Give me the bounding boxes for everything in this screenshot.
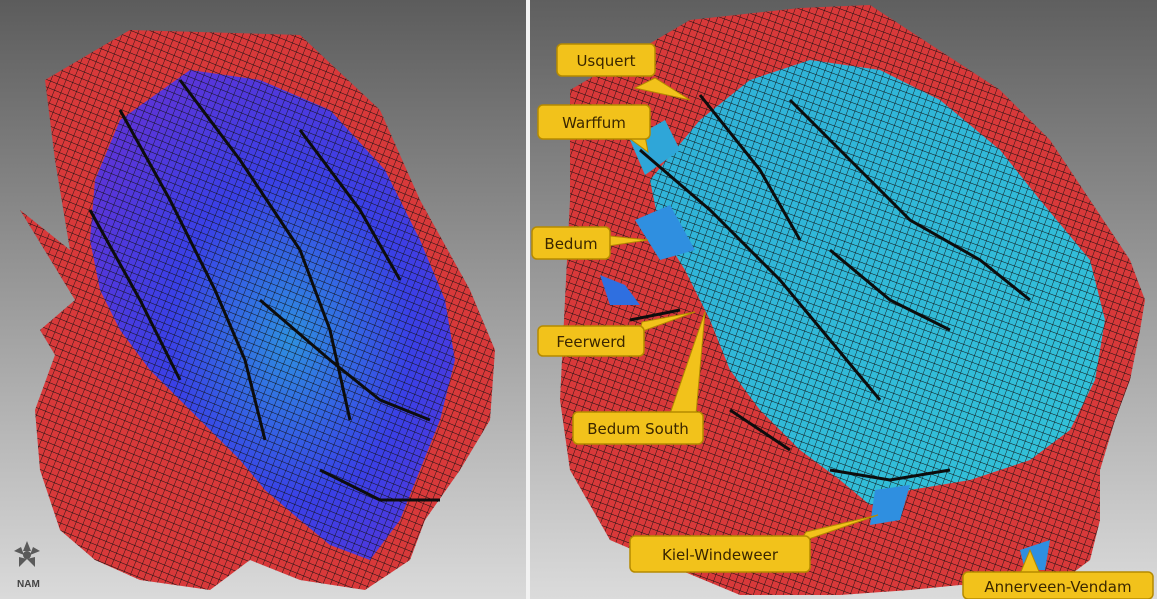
- callout-label: Annerveen-Vendam: [984, 578, 1131, 596]
- callout-label: Bedum South: [587, 420, 689, 438]
- callout-label: Feerwerd: [556, 333, 625, 351]
- callout-kiel-windeweer: Kiel-Windeweer: [629, 514, 879, 573]
- callout-label: Bedum: [544, 235, 597, 253]
- fault-lines-left: [88, 79, 440, 502]
- nam-logo-label: NAM: [17, 579, 40, 590]
- callout-bedum: Bedum: [531, 226, 649, 260]
- callout-label: Usquert: [576, 52, 635, 70]
- panel-divider: [526, 0, 530, 599]
- callout-label: Kiel-Windeweer: [662, 546, 779, 564]
- callout-usquert: Usquert: [556, 43, 691, 101]
- callout-bedum-south: Bedum South: [572, 311, 706, 445]
- callout-feerwerd: Feerwerd: [537, 311, 696, 357]
- right-model-view: Usquert Warffum Bedum Feerwerd Bedum: [530, 0, 1157, 599]
- callout-warffum: Warffum: [537, 104, 651, 154]
- left-model-view: NAM: [0, 0, 526, 599]
- gas-region-right: [600, 60, 1105, 570]
- callout-annerveen-vendam: Annerveen-Vendam: [962, 548, 1154, 599]
- gas-region-left: [90, 70, 455, 560]
- fault-lines-right: [629, 94, 1031, 482]
- nam-logo-icon: [14, 541, 40, 567]
- callout-label: Warffum: [562, 114, 626, 132]
